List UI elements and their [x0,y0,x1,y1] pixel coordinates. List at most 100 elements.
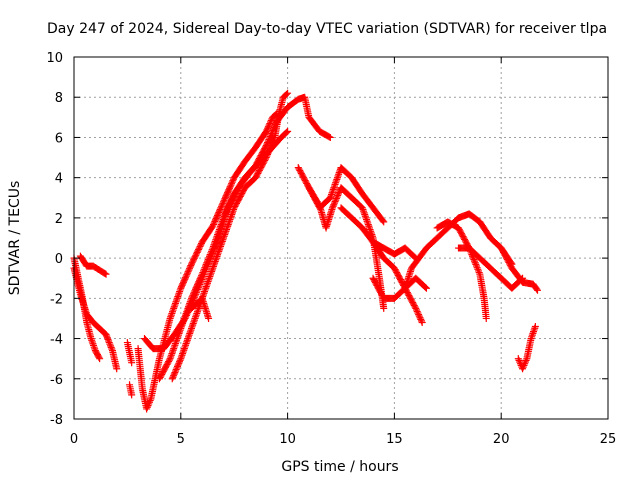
data-point [193,282,201,290]
series-track-5 [126,381,136,399]
data-point [181,274,189,282]
data-point [229,177,237,185]
data-point [90,343,98,351]
data-point [210,220,218,228]
data-point [198,270,206,278]
data-point [217,204,225,212]
data-point [530,326,538,334]
data-point [330,201,338,209]
data-point [204,255,212,263]
data-point [519,274,527,282]
data-point [315,200,323,208]
data-point [173,364,181,372]
data-point [328,204,336,212]
data-point [201,262,209,270]
data-point [192,250,200,258]
data-point [264,123,272,131]
data-point [170,370,178,378]
data-point [184,268,192,276]
series-track-16 [401,210,542,294]
data-point [333,193,341,201]
data-point [515,356,523,364]
x-tick-label: 10 [279,432,296,447]
data-point [466,247,474,255]
data-point [212,214,220,222]
data-point [176,356,184,364]
data-point [283,90,291,98]
data-point [330,199,338,207]
data-point [283,128,291,136]
data-point [262,154,270,162]
data-point [103,334,111,342]
data-point [518,275,526,283]
gridlines [74,57,608,419]
data-point [329,202,337,210]
data-point [268,140,276,148]
data-point [178,281,186,289]
data-point [202,260,210,268]
data-point [325,133,333,141]
data-point [180,277,188,285]
data-point [472,260,480,268]
data-point [216,205,224,213]
data-point [191,287,199,295]
data-point [210,219,218,227]
data-point [179,280,187,288]
data-point [229,193,237,201]
data-point [221,211,229,219]
data-point [267,116,275,124]
data-point [193,248,201,256]
data-point [185,266,193,274]
y-tick-label: -2 [50,292,63,307]
y-tick-label: 0 [55,252,63,267]
data-point [421,283,429,291]
data-point [175,359,183,367]
data-point [266,120,274,128]
chart-title: Day 247 of 2024, Sidereal Day-to-day VTE… [47,21,607,37]
series-track-10 [187,294,213,322]
data-point [143,405,151,413]
data-point [226,200,234,208]
data-point [128,391,136,399]
data-point [223,190,231,198]
data-point [467,249,475,257]
data-point [179,278,187,286]
data-point [87,335,95,343]
series-track-8 [155,93,334,383]
data-point [531,322,539,330]
series-track-4 [123,339,136,367]
axis-ticks: 0 5 10 15 20 25 -8 -6 -4 -2 0 2 4 6 8 10 [46,51,616,447]
data-point [267,141,275,149]
data-point [284,127,292,135]
data-point [266,144,274,152]
x-tick-label: 25 [600,432,617,447]
data-point [209,222,217,230]
data-point [267,131,275,139]
data-point [187,260,195,268]
data-point [218,202,226,210]
data-point [264,149,272,157]
data-point [201,264,209,272]
data-point [379,217,387,225]
data-point [172,365,180,373]
data-point [213,213,221,221]
x-tick-label: 5 [177,432,185,447]
data-point [226,184,234,192]
data-point [197,273,205,281]
data-point [144,402,152,410]
data-point [335,188,343,196]
data-point [199,267,207,275]
data-point [214,210,222,218]
data-point [380,218,388,226]
data-point [220,196,228,204]
data-point [473,264,481,272]
series-track-19 [497,244,516,268]
data-point [475,269,483,277]
data-point [222,208,230,216]
data-point [113,365,121,373]
data-point [191,285,199,293]
data-point [422,284,430,292]
data-point [101,270,109,278]
